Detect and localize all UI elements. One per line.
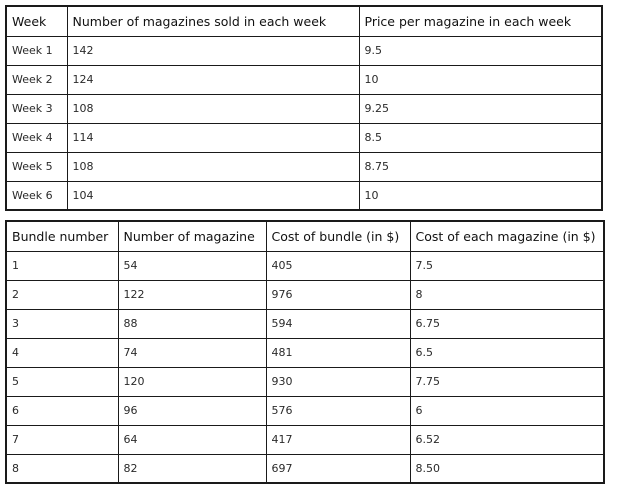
bundle-cost-cell: 481 xyxy=(265,337,411,368)
table-row: Week 1 142 9.5 xyxy=(5,35,603,66)
column-header-bundle-number: Bundle number xyxy=(5,220,119,252)
magazines-sold-cell: 108 xyxy=(66,93,360,124)
magazine-cost-cell: 8.50 xyxy=(409,453,605,484)
table-row: 4 74 481 6.5 xyxy=(5,337,605,368)
bundle-cost-cell: 594 xyxy=(265,308,411,339)
column-header-week: Week xyxy=(5,5,68,37)
table-row: Week 6 104 10 xyxy=(5,180,603,211)
bundle-cost-table: Bundle number Number of magazine Cost of… xyxy=(5,220,605,484)
magazine-cost-cell: 6.75 xyxy=(409,308,605,339)
price-cell: 9.5 xyxy=(358,35,603,66)
week-cell: Week 6 xyxy=(5,180,68,211)
column-header-cost-of-bundle: Cost of bundle (in $) xyxy=(265,220,411,252)
week-cell: Week 2 xyxy=(5,64,68,95)
table-row: Week 2 124 10 xyxy=(5,64,603,95)
magazine-cost-cell: 8 xyxy=(409,279,605,310)
table-row: 2 122 976 8 xyxy=(5,279,605,310)
table-row: Week 4 114 8.5 xyxy=(5,122,603,153)
number-of-magazine-cell: 96 xyxy=(117,395,267,426)
bundle-number-cell: 4 xyxy=(5,337,119,368)
number-of-magazine-cell: 120 xyxy=(117,366,267,397)
bundle-cost-cell: 576 xyxy=(265,395,411,426)
magazine-cost-cell: 7.75 xyxy=(409,366,605,397)
number-of-magazine-cell: 54 xyxy=(117,250,267,281)
number-of-magazine-cell: 88 xyxy=(117,308,267,339)
price-cell: 8.75 xyxy=(358,151,603,182)
column-header-cost-each-magazine: Cost of each magazine (in $) xyxy=(409,220,605,252)
bundle-number-cell: 7 xyxy=(5,424,119,455)
number-of-magazine-cell: 64 xyxy=(117,424,267,455)
price-cell: 10 xyxy=(358,180,603,211)
table-row: Week 3 108 9.25 xyxy=(5,93,603,124)
table-header-row: Week Number of magazines sold in each we… xyxy=(5,5,603,37)
magazines-sold-cell: 124 xyxy=(66,64,360,95)
magazines-sold-cell: 142 xyxy=(66,35,360,66)
column-header-number-of-magazine: Number of magazine xyxy=(117,220,267,252)
bundle-cost-cell: 405 xyxy=(265,250,411,281)
week-cell: Week 4 xyxy=(5,122,68,153)
table-row: Week 5 108 8.75 xyxy=(5,151,603,182)
number-of-magazine-cell: 122 xyxy=(117,279,267,310)
table-row: 7 64 417 6.52 xyxy=(5,424,605,455)
weekly-sales-table: Week Number of magazines sold in each we… xyxy=(5,5,603,211)
bundle-number-cell: 6 xyxy=(5,395,119,426)
bundle-cost-cell: 697 xyxy=(265,453,411,484)
bundle-number-cell: 3 xyxy=(5,308,119,339)
table-row: 8 82 697 8.50 xyxy=(5,453,605,484)
week-cell: Week 1 xyxy=(5,35,68,66)
column-header-magazines-sold: Number of magazines sold in each week xyxy=(66,5,360,37)
bundle-number-cell: 2 xyxy=(5,279,119,310)
price-cell: 8.5 xyxy=(358,122,603,153)
price-cell: 10 xyxy=(358,64,603,95)
bundle-cost-cell: 417 xyxy=(265,424,411,455)
table-row: 6 96 576 6 xyxy=(5,395,605,426)
magazine-cost-cell: 6.5 xyxy=(409,337,605,368)
week-cell: Week 3 xyxy=(5,93,68,124)
price-cell: 9.25 xyxy=(358,93,603,124)
table-header-row: Bundle number Number of magazine Cost of… xyxy=(5,220,605,252)
bundle-cost-cell: 930 xyxy=(265,366,411,397)
bundle-number-cell: 1 xyxy=(5,250,119,281)
magazine-cost-cell: 6.52 xyxy=(409,424,605,455)
bundle-number-cell: 8 xyxy=(5,453,119,484)
table-row: 1 54 405 7.5 xyxy=(5,250,605,281)
magazines-sold-cell: 104 xyxy=(66,180,360,211)
magazine-cost-cell: 7.5 xyxy=(409,250,605,281)
week-cell: Week 5 xyxy=(5,151,68,182)
magazines-sold-cell: 108 xyxy=(66,151,360,182)
number-of-magazine-cell: 74 xyxy=(117,337,267,368)
magazine-cost-cell: 6 xyxy=(409,395,605,426)
bundle-number-cell: 5 xyxy=(5,366,119,397)
number-of-magazine-cell: 82 xyxy=(117,453,267,484)
bundle-cost-cell: 976 xyxy=(265,279,411,310)
table-row: 5 120 930 7.75 xyxy=(5,366,605,397)
magazines-sold-cell: 114 xyxy=(66,122,360,153)
table-row: 3 88 594 6.75 xyxy=(5,308,605,339)
column-header-price-per-magazine: Price per magazine in each week xyxy=(358,5,603,37)
